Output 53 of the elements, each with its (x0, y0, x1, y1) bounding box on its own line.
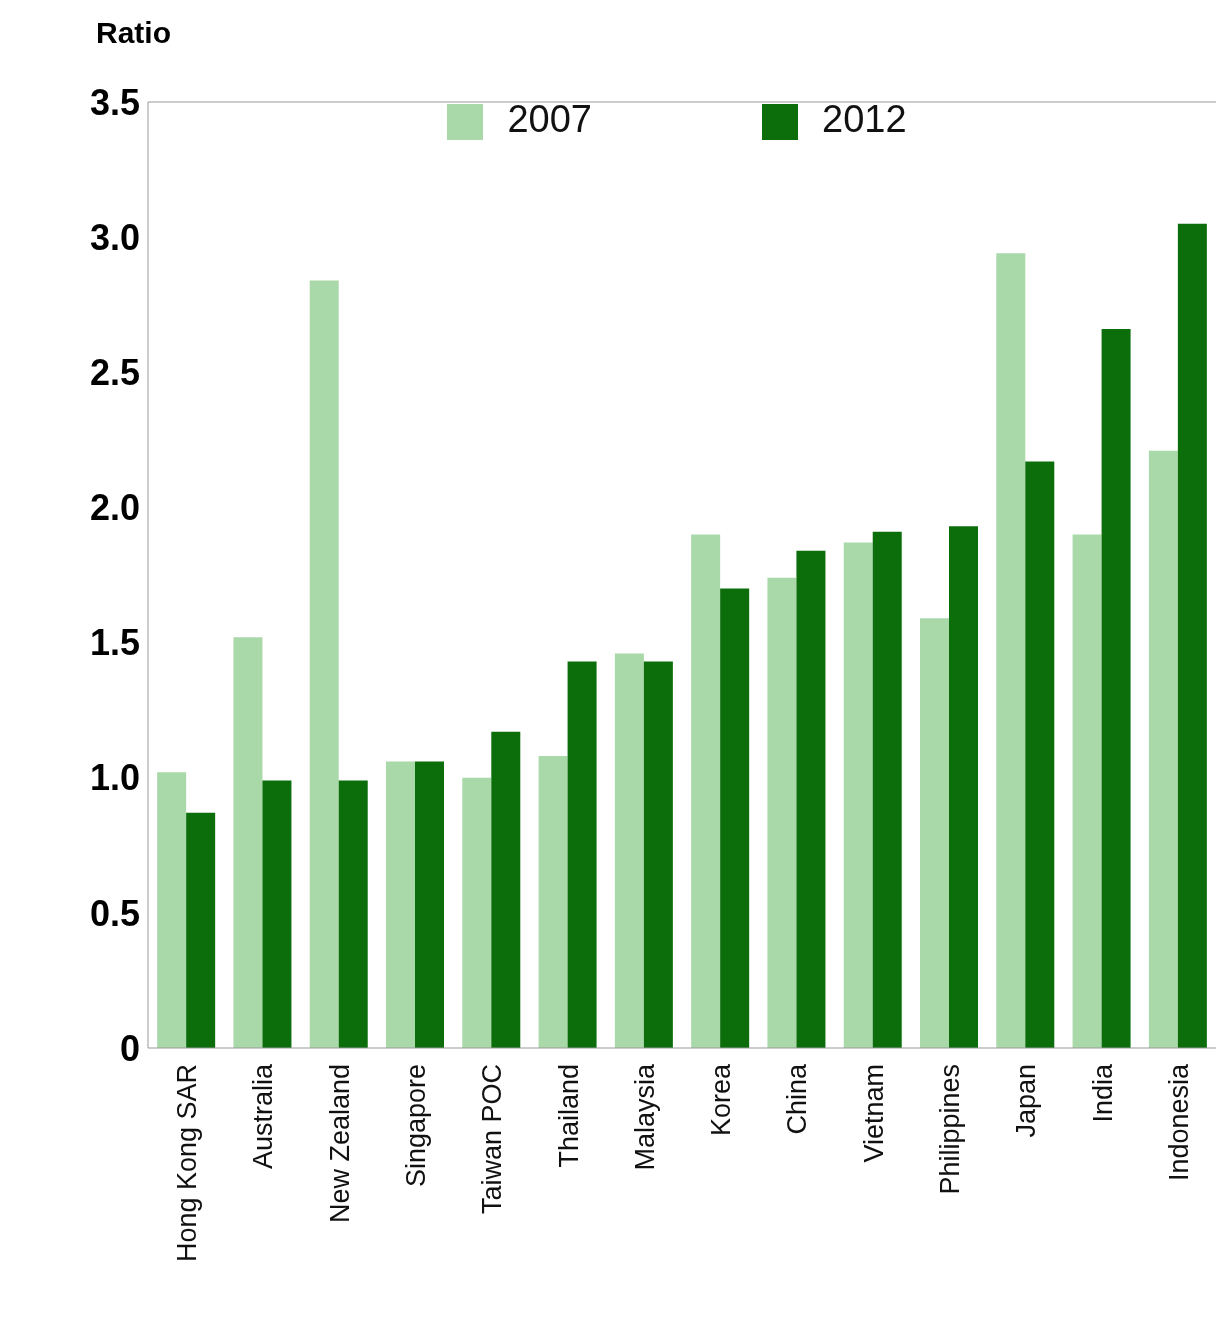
y-tick-label: 3.5 (89, 81, 140, 123)
x-tick-label: Korea (706, 1063, 737, 1137)
bar (338, 780, 368, 1048)
y-tick-label: 1.0 (89, 757, 140, 799)
bar (949, 526, 979, 1048)
x-tick-label: China (782, 1063, 813, 1135)
bar (720, 588, 750, 1048)
bar (843, 542, 873, 1048)
y-axis-title: Ratio (96, 16, 171, 50)
x-tick-label: Hong Kong SAR (172, 1064, 203, 1263)
x-tick-label: Japan (1011, 1064, 1042, 1138)
bar (614, 653, 644, 1048)
bar (262, 780, 292, 1048)
bar (186, 812, 216, 1048)
bar (1101, 329, 1131, 1048)
bar (157, 772, 187, 1048)
bar (415, 761, 445, 1048)
y-tick-label: 0.5 (89, 892, 140, 934)
x-tick-label: Australia (248, 1063, 279, 1170)
legend-label: 2007 (507, 98, 592, 140)
bar (567, 661, 597, 1048)
bar (920, 618, 950, 1048)
bar (1148, 450, 1178, 1048)
bar (767, 577, 797, 1048)
bar (309, 280, 339, 1048)
bar (643, 661, 673, 1048)
x-tick-label: Thailand (553, 1064, 584, 1168)
bar (691, 534, 721, 1048)
y-tick-label: 0 (119, 1027, 140, 1069)
bar (1177, 223, 1207, 1048)
x-tick-label: New Zealand (324, 1064, 355, 1224)
y-tick-label: 3.0 (89, 216, 140, 258)
x-tick-label: Malaysia (629, 1063, 660, 1171)
bar (872, 531, 902, 1048)
bar (538, 756, 568, 1048)
bar (233, 637, 263, 1048)
legend-label: 2012 (822, 98, 907, 140)
bar (386, 761, 416, 1048)
bar (1025, 461, 1055, 1048)
x-tick-label: Singapore (401, 1064, 431, 1188)
x-tick-label: India (1087, 1063, 1118, 1123)
y-tick-label: 1.5 (89, 622, 140, 664)
bar (796, 550, 826, 1048)
x-tick-label: Philippines (935, 1064, 965, 1195)
bar (462, 777, 492, 1048)
x-tick-label: Indonesia (1163, 1063, 1194, 1182)
bar (1072, 534, 1102, 1048)
x-tick-label: Vietnam (858, 1064, 889, 1163)
y-tick-label: 2.0 (89, 487, 140, 529)
y-tick-label: 2.5 (89, 352, 140, 394)
bar (996, 253, 1026, 1048)
x-tick-label: Taiwan POC (477, 1064, 508, 1215)
bar (491, 731, 521, 1048)
